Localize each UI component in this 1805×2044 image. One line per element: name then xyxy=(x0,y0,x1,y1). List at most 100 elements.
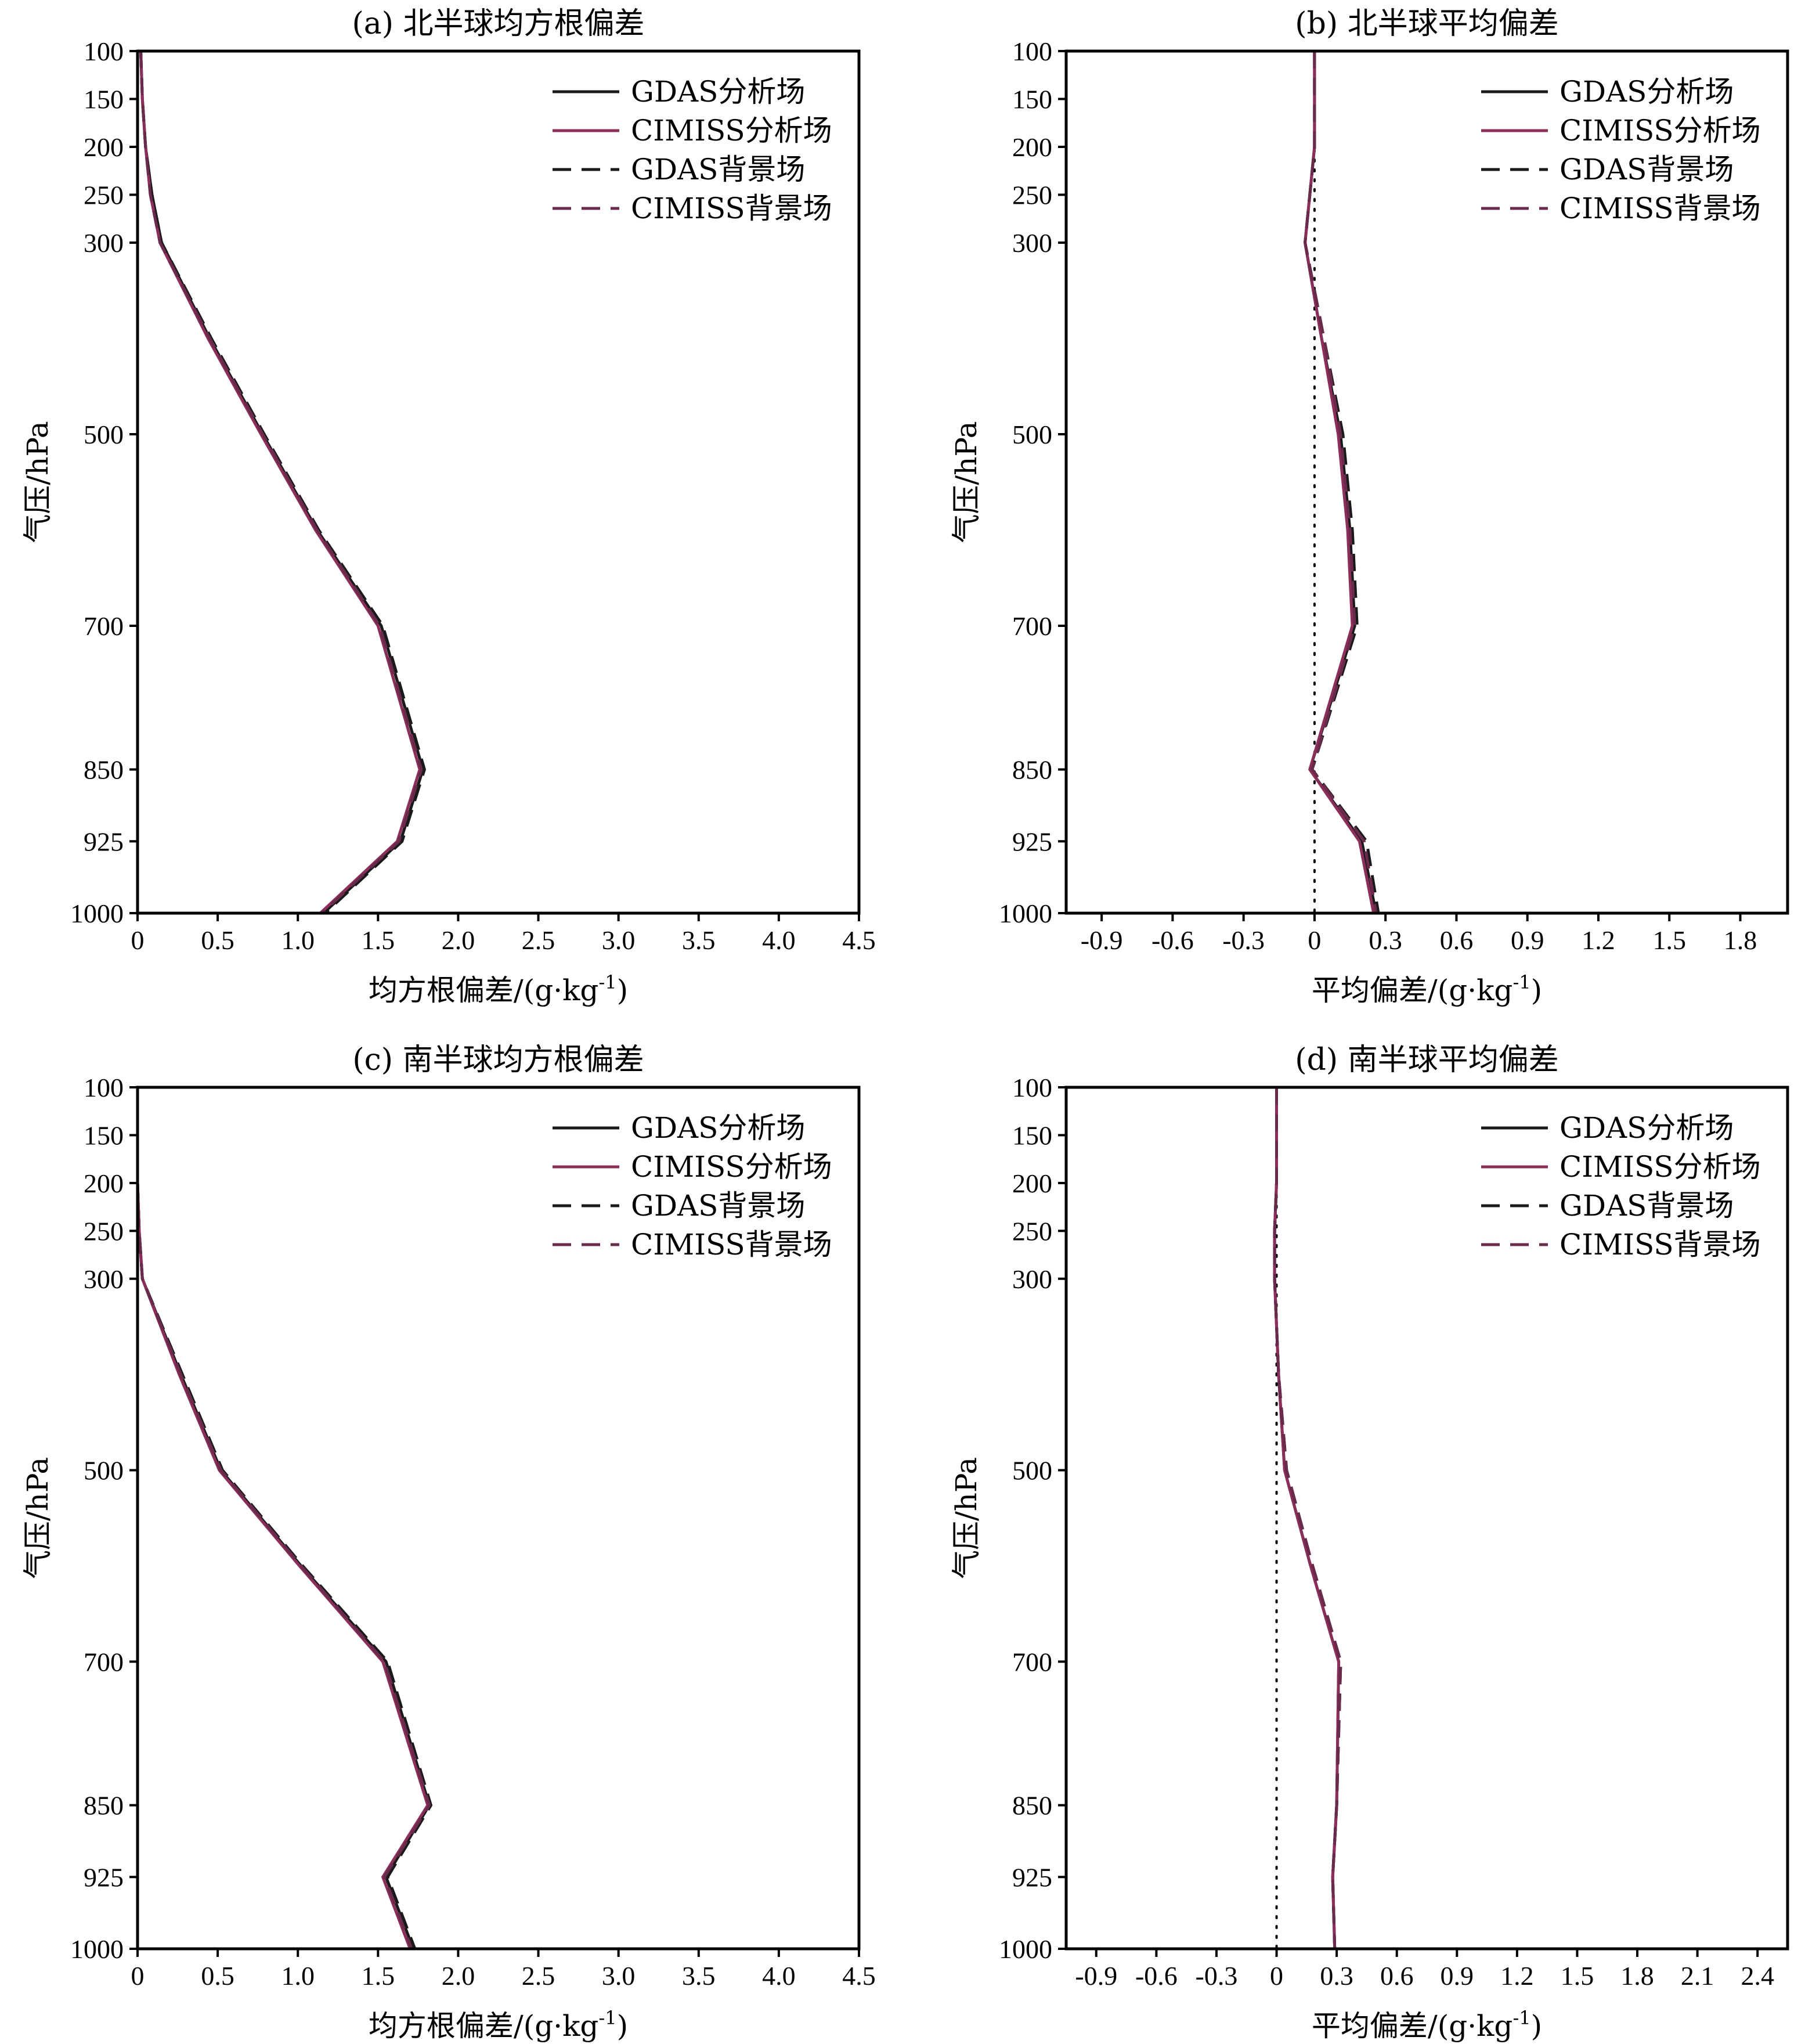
panel-a-xtick-label: 0.5 xyxy=(201,925,234,955)
panel-a-xlabel: 均方根偏差/(g·kg-1) xyxy=(369,971,628,1007)
panel-a-ytick-label: 500 xyxy=(84,420,124,449)
panel-c-ytick-label: 1000 xyxy=(70,1934,124,1964)
panel-a-series-2 xyxy=(139,51,426,914)
panel-c-series-1 xyxy=(136,1183,429,1949)
panel-d-xlabel-sup: -1 xyxy=(1512,2007,1530,2029)
panel-d-xtick-label: 1.2 xyxy=(1500,1961,1534,1991)
panel-d-xlabel-main: 平均偏差/(g·kg xyxy=(1312,2009,1513,2043)
panel-c-ytick-label: 850 xyxy=(84,1791,124,1821)
panel-c-ytick-label: 200 xyxy=(84,1169,124,1198)
panel-a-frame xyxy=(136,49,861,915)
panel-a-ylabel: 气压/hPa xyxy=(21,421,55,543)
panel-d-legend-label-0: GDAS分析场 xyxy=(1559,1111,1734,1145)
panel-b-xlabel-sup: -1 xyxy=(1512,971,1530,993)
panel-d-legend-label-3: CIMISS背景场 xyxy=(1559,1228,1761,1261)
panel-b-xtick-label: 0.6 xyxy=(1440,925,1474,955)
panel-d-series-1 xyxy=(1273,1087,1341,1949)
panel-d-xtick-label: -0.6 xyxy=(1135,1961,1178,1991)
panel-a-series-1 xyxy=(139,51,421,914)
panel-a-ytick-label: 250 xyxy=(84,181,124,210)
panel-b-legend-label-0: GDAS分析场 xyxy=(1559,75,1734,109)
panel-c-ytick-label: 150 xyxy=(84,1120,124,1150)
panel-c-xtick-label: 3.0 xyxy=(602,1961,636,1991)
panel-d-series-3 xyxy=(1273,1087,1342,1949)
panel-d-ytick-label: 250 xyxy=(1012,1216,1052,1246)
panel-c-ylabel: 气压/hPa xyxy=(21,1457,55,1579)
panel-d-ytick-label: 925 xyxy=(1012,1862,1052,1892)
panel-d-xtick-label: 0.6 xyxy=(1380,1961,1414,1991)
panel-d-series-0 xyxy=(1273,1087,1341,1949)
panel-a-xtick-label: 1.5 xyxy=(362,925,395,955)
panel-b-ytick-label: 150 xyxy=(1012,85,1052,114)
panel-b-xtick-label: 0 xyxy=(1308,925,1321,955)
panel-b-frame xyxy=(1064,49,1789,915)
panel-c-legend-label-0: GDAS分析场 xyxy=(631,1111,805,1145)
panel-c-ytick-label: 100 xyxy=(84,1073,124,1102)
panel-c-xtick-label: 4.0 xyxy=(762,1961,796,1991)
panel-d-xtick-label: 1.8 xyxy=(1620,1961,1654,1991)
panel-b-series-0 xyxy=(1304,51,1378,914)
panel-c-xtick-label: 2.5 xyxy=(522,1961,555,1991)
panel-c-xtick-label: 3.5 xyxy=(682,1961,716,1991)
panel-c-legend-label-2: GDAS背景场 xyxy=(631,1189,805,1223)
panel-b-ytick-label: 700 xyxy=(1012,611,1052,641)
panel-c: (c) 南半球均方根偏差 0 0.5 1.0 1.5 2.0 2.5 3.0 3.5 4.0 4.5… xyxy=(21,1043,876,2043)
panel-b-xlabel-end: ) xyxy=(1531,974,1543,1007)
panel-b-ytick-label: 250 xyxy=(1012,181,1052,210)
panel-c-series-0 xyxy=(136,1183,431,1949)
panel-b-ytick-label: 500 xyxy=(1012,420,1052,449)
panel-a-xtick-label: 2.0 xyxy=(442,925,475,955)
panel-c-xtick-label: 4.5 xyxy=(842,1961,876,1991)
panel-b-xtick-label: 1.5 xyxy=(1652,925,1686,955)
panel-d-xtick-label: 0.9 xyxy=(1441,1961,1474,1991)
panel-c-title: (c) 南半球均方根偏差 xyxy=(352,1043,644,1077)
panel-a-xlabel-sup: -1 xyxy=(598,971,616,993)
panel-d-title: (d) 南半球平均偏差 xyxy=(1295,1043,1558,1077)
panel-c-ytick-label: 250 xyxy=(84,1216,124,1246)
panel-b-legend-label-1: CIMISS分析场 xyxy=(1559,114,1761,147)
panel-c-xlabel-main: 均方根偏差/(g·kg xyxy=(369,2009,599,2043)
panel-c-ytick-label: 700 xyxy=(84,1647,124,1677)
panel-a-xtick-label: 3.0 xyxy=(602,925,636,955)
panel-c-ytick-label: 925 xyxy=(84,1862,124,1892)
panel-a-legend-label-0: GDAS分析场 xyxy=(631,75,805,109)
panel-d-ytick-label: 850 xyxy=(1012,1791,1052,1821)
panel-b-ylabel: 气压/hPa xyxy=(950,421,983,543)
panel-b-xlabel: 平均偏差/(g·kg-1) xyxy=(1312,971,1542,1007)
panel-d-ytick-label: 200 xyxy=(1012,1169,1052,1198)
panel-d-legend-label-1: CIMISS分析场 xyxy=(1559,1150,1761,1184)
panel-d-ylabel: 气压/hPa xyxy=(950,1457,983,1579)
panel-a-ytick-label: 150 xyxy=(84,85,124,114)
panel-b-xlabel-main: 平均偏差/(g·kg xyxy=(1312,974,1513,1007)
panel-c-xtick-label: 1.5 xyxy=(362,1961,395,1991)
panel-b-xtick-label: 0.3 xyxy=(1369,925,1402,955)
panel-c-ytick-label: 500 xyxy=(84,1456,124,1486)
panel-a-xtick-label: 4.5 xyxy=(842,925,876,955)
panel-d-ytick-label: 100 xyxy=(1012,1073,1052,1102)
panel-b-xtick-label: -0.3 xyxy=(1222,925,1265,955)
panel-a-ytick-label: 100 xyxy=(84,37,124,66)
panel-a-legend-label-2: GDAS背景场 xyxy=(631,153,805,186)
panel-c-xtick-label: 0 xyxy=(131,1961,145,1991)
panel-a-title: (a) 北半球均方根偏差 xyxy=(352,6,644,41)
panel-a-ytick-label: 925 xyxy=(84,827,124,856)
panel-d-series-2 xyxy=(1273,1087,1342,1949)
panel-b-legend-label-3: CIMISS背景场 xyxy=(1559,192,1761,225)
panel-a-legend-label-1: CIMISS分析场 xyxy=(631,114,832,147)
panel-a-ytick-label: 200 xyxy=(84,132,124,162)
panel-d-xtick-label: 2.1 xyxy=(1681,1961,1714,1991)
panel-a-series-0 xyxy=(139,51,425,914)
panel-c-xlabel-end: ) xyxy=(617,2009,629,2043)
panel-b-xtick-label: 0.9 xyxy=(1511,925,1544,955)
panel-b-ytick-label: 100 xyxy=(1012,37,1052,66)
panel-c-xlabel: 均方根偏差/(g·kg-1) xyxy=(369,2007,628,2043)
panel-d-ytick-label: 500 xyxy=(1012,1456,1052,1486)
panel-d-xlabel: 平均偏差/(g·kg-1) xyxy=(1312,2007,1542,2043)
panel-d-xtick-label: 1.5 xyxy=(1561,1961,1594,1991)
panel-d-xlabel-end: ) xyxy=(1531,2009,1543,2043)
panel-b-title: (b) 北半球平均偏差 xyxy=(1295,6,1558,41)
panel-b-ytick-label: 200 xyxy=(1012,132,1052,162)
panel-b-xtick-label: 1.8 xyxy=(1724,925,1757,955)
panel-d-xtick-label: 0.3 xyxy=(1320,1961,1353,1991)
panel-d-ytick-label: 700 xyxy=(1012,1647,1052,1677)
